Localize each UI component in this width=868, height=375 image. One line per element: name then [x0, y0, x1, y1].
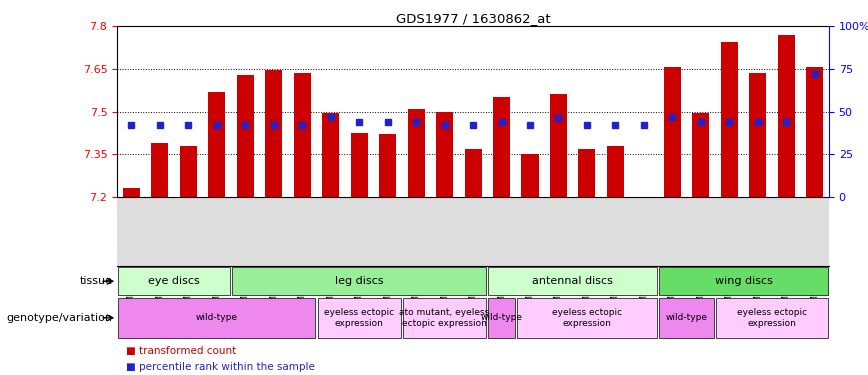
Bar	[123, 188, 140, 197]
Bar	[806, 68, 823, 197]
Bar	[489, 298, 515, 338]
Text: genotype/variation: genotype/variation	[7, 313, 113, 323]
Title: GDS1977 / 1630862_at: GDS1977 / 1630862_at	[396, 12, 550, 25]
Bar	[208, 92, 226, 197]
Bar	[118, 298, 315, 338]
Text: eyeless ectopic
expression: eyeless ectopic expression	[737, 308, 807, 327]
Text: wing discs: wing discs	[714, 276, 773, 286]
Bar	[693, 113, 709, 197]
Text: eye discs: eye discs	[148, 276, 200, 286]
Bar	[237, 75, 253, 197]
Bar	[180, 146, 197, 197]
Bar	[293, 73, 311, 197]
Text: wild-type: wild-type	[481, 313, 523, 322]
Text: ato mutant, eyeless
ectopic expression: ato mutant, eyeless ectopic expression	[399, 308, 490, 327]
Bar	[266, 70, 282, 197]
Text: tissue: tissue	[80, 276, 113, 286]
Text: eyeless ectopic
expression: eyeless ectopic expression	[324, 308, 394, 327]
Text: ■ percentile rank within the sample: ■ percentile rank within the sample	[126, 363, 315, 372]
Bar	[749, 73, 766, 197]
Bar	[493, 98, 510, 197]
Bar	[522, 154, 538, 197]
Bar	[436, 111, 453, 197]
Bar	[517, 298, 657, 338]
Text: wild-type: wild-type	[196, 313, 238, 322]
Text: wild-type: wild-type	[666, 313, 707, 322]
Bar	[233, 267, 486, 295]
Bar	[550, 94, 567, 197]
Bar	[464, 148, 482, 197]
Bar	[403, 298, 486, 338]
Bar	[720, 42, 738, 197]
Bar	[118, 267, 230, 295]
Bar	[664, 68, 681, 197]
Bar	[578, 148, 595, 197]
Text: antennal discs: antennal discs	[532, 276, 613, 286]
Bar	[408, 109, 424, 197]
Bar	[379, 134, 396, 197]
Bar	[489, 267, 657, 295]
Bar	[351, 133, 368, 197]
Text: ■ transformed count: ■ transformed count	[126, 346, 236, 355]
Text: leg discs: leg discs	[335, 276, 384, 286]
Bar	[322, 113, 339, 197]
Text: eyeless ectopic
expression: eyeless ectopic expression	[552, 308, 622, 327]
Bar	[660, 267, 828, 295]
Bar	[607, 146, 624, 197]
Bar	[778, 35, 795, 197]
Bar	[318, 298, 401, 338]
Bar	[151, 143, 168, 197]
Bar	[660, 298, 713, 338]
Bar	[716, 298, 828, 338]
